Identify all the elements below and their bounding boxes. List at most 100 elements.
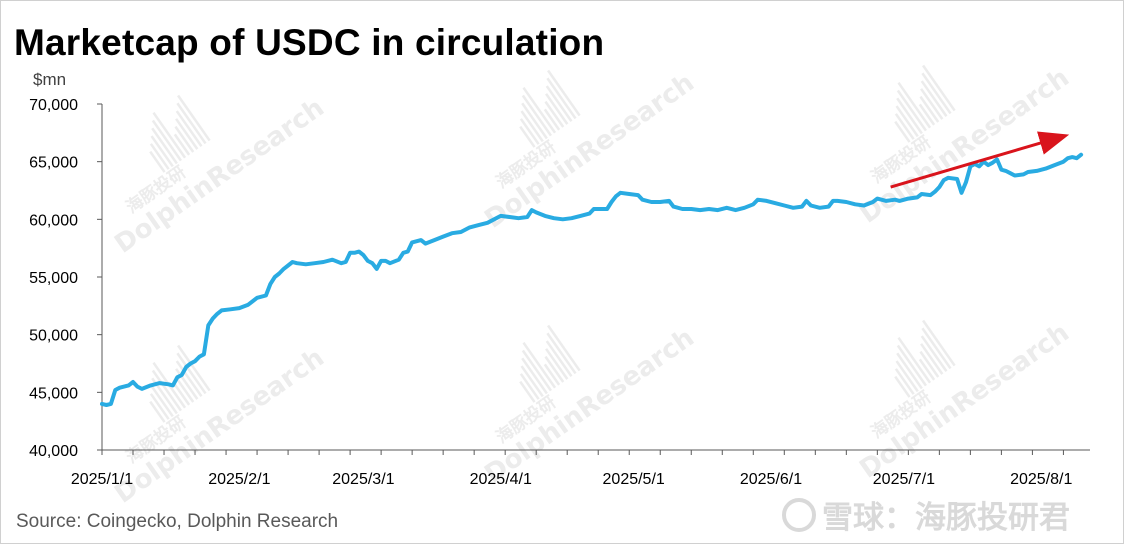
x-tick-label: 2025/3/1 <box>332 471 394 488</box>
watermark-bar <box>521 349 552 392</box>
x-tick-label: 2025/6/1 <box>740 471 802 488</box>
watermark-bar <box>149 143 170 170</box>
watermark-bar <box>919 95 940 123</box>
x-tick-label: 2025/1/1 <box>71 471 133 488</box>
watermark-bar <box>176 352 207 395</box>
watermark-bar <box>547 324 581 372</box>
watermark-bar <box>174 375 195 403</box>
watermark-bar <box>894 113 915 140</box>
watermark-bar <box>897 336 932 384</box>
watermark-bar <box>149 150 166 173</box>
brand-watermark: 雪球：海豚投研君 <box>782 492 1070 537</box>
watermark-en-text: DolphinResearch <box>854 63 1074 230</box>
y-tick-label: 60,000 <box>29 212 78 229</box>
watermark-bar <box>920 335 948 372</box>
watermark-bar <box>176 102 207 145</box>
page-title: Marketcap of USDC in circulation <box>14 22 605 63</box>
watermark-bar <box>151 127 178 165</box>
watermark-bar <box>175 360 203 397</box>
watermark-bar <box>894 120 911 143</box>
y-tick-label: 40,000 <box>29 443 78 460</box>
watermark-bar <box>545 85 573 122</box>
watermark-bar <box>922 319 956 367</box>
watermark-bar <box>519 373 540 400</box>
watermark-bar <box>175 118 199 150</box>
watermark-bar <box>920 88 944 120</box>
watermark-bar <box>895 360 919 393</box>
chart-series <box>100 152 1084 407</box>
watermark-bar <box>150 385 174 418</box>
watermark-bar <box>519 380 536 403</box>
watermark-en-text: DolphinResearch <box>109 93 329 260</box>
watermark-bar <box>544 355 565 383</box>
watermark-bar <box>920 343 944 375</box>
watermark-bar <box>543 363 561 386</box>
watermark-bar <box>546 332 577 375</box>
watermark-bar <box>521 94 552 137</box>
snowball-logo-icon <box>782 497 816 532</box>
series-line-0 <box>100 152 1084 407</box>
y-tick-label: 65,000 <box>29 155 78 172</box>
watermark-bar <box>921 72 952 115</box>
brand-text: 雪球：海豚投研君 <box>822 500 1070 535</box>
watermark-bar <box>173 133 191 156</box>
y-tick-label: 70,000 <box>29 97 78 114</box>
watermark-bar <box>896 97 923 135</box>
watermark-bar <box>175 110 203 147</box>
trend-arrow-0 <box>890 131 1070 189</box>
x-tick-label: 2025/2/1 <box>208 471 270 488</box>
watermark-bar <box>152 111 187 159</box>
watermark-bar <box>918 103 936 126</box>
watermark-bar <box>151 377 178 415</box>
x-tick-label: 2025/7/1 <box>873 471 935 488</box>
watermark-bar <box>894 375 911 398</box>
watermark-bar <box>173 383 191 406</box>
watermark-bar <box>546 77 577 120</box>
watermark-bar <box>149 400 166 423</box>
watermark-bar <box>894 368 915 395</box>
watermark-bar <box>519 118 540 145</box>
watermark-bar <box>150 135 174 168</box>
watermark-bar <box>919 350 940 378</box>
source-note: Source: Coingecko, Dolphin Research <box>16 511 339 532</box>
watermark-bar <box>519 125 536 148</box>
watermark-bar <box>547 69 581 117</box>
watermark-bar <box>151 119 182 162</box>
y-tick-label: 55,000 <box>29 270 78 287</box>
watermark-bar <box>896 89 927 132</box>
watermark-bar <box>545 340 573 377</box>
watermark-en-text: DolphinResearch <box>854 318 1074 485</box>
watermark-bar <box>896 344 927 387</box>
watermark-bar <box>149 393 170 420</box>
x-tick-label: 2025/4/1 <box>470 471 532 488</box>
watermark-bar <box>521 357 548 395</box>
watermark-bar <box>920 80 948 117</box>
watermark-bar <box>895 105 919 138</box>
watermark-bar <box>520 110 544 143</box>
watermark-bar <box>522 341 557 389</box>
watermark-bar <box>520 365 544 398</box>
watermark-bar <box>543 108 561 131</box>
watermark-bar <box>177 344 211 392</box>
chart-ticks: 40,000 45,000 50,000 55,000 60,000 65,000 70,0… <box>29 97 1072 488</box>
watermark-bar <box>544 100 565 128</box>
watermark-en-text: DolphinResearch <box>479 323 699 490</box>
x-tick-label: 2025/8/1 <box>1010 471 1072 488</box>
watermark-bar <box>545 93 569 125</box>
watermark-bar <box>545 348 569 380</box>
watermark-bar <box>918 358 936 381</box>
chart-annotations <box>890 131 1070 189</box>
y-tick-label: 45,000 <box>29 385 78 402</box>
watermark-bar <box>922 64 956 112</box>
watermark-bar <box>896 352 923 390</box>
watermark-bar <box>174 125 195 153</box>
watermark-bar <box>175 368 199 400</box>
y-tick-label: 50,000 <box>29 328 78 345</box>
watermark-bar <box>921 327 952 370</box>
watermark-bar <box>177 94 211 142</box>
